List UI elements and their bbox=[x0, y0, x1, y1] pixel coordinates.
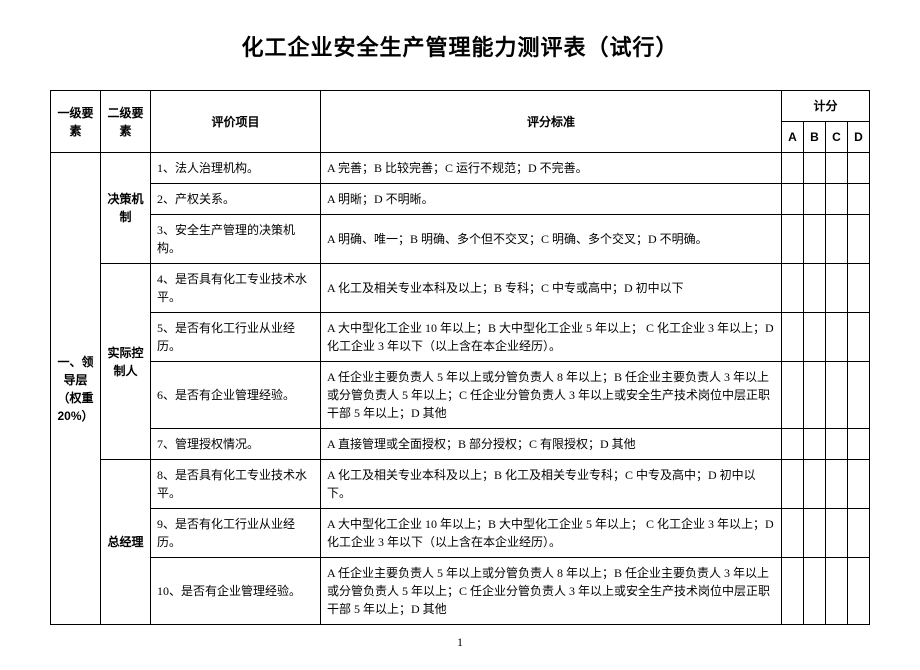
standard-cell: A 完善；B 比较完善；C 运行不规范；D 不完善。 bbox=[321, 153, 782, 184]
item-cell: 5、是否有化工行业从业经历。 bbox=[151, 313, 321, 362]
table-row: 总经理8、是否具有化工专业技术水平。A 化工及相关专业本科及以上；B 化工及相关… bbox=[51, 460, 870, 509]
score-cell bbox=[803, 558, 825, 625]
level1-cell: 一、领导层（权重20%） bbox=[51, 153, 101, 625]
standard-cell: A 大中型化工企业 10 年以上；B 大中型化工企业 5 年以上； C 化工企业… bbox=[321, 509, 782, 558]
table-row: 9、是否有化工行业从业经历。A 大中型化工企业 10 年以上；B 大中型化工企业… bbox=[51, 509, 870, 558]
score-cell bbox=[847, 558, 869, 625]
score-cell bbox=[847, 460, 869, 509]
table-row: 7、管理授权情况。A 直接管理或全面授权；B 部分授权；C 有限授权；D 其他 bbox=[51, 429, 870, 460]
item-cell: 8、是否具有化工专业技术水平。 bbox=[151, 460, 321, 509]
table-row: 一、领导层（权重20%）决策机制1、法人治理机构。A 完善；B 比较完善；C 运… bbox=[51, 153, 870, 184]
score-cell bbox=[781, 558, 803, 625]
header-score-d: D bbox=[847, 122, 869, 153]
score-cell bbox=[781, 460, 803, 509]
item-cell: 4、是否具有化工专业技术水平。 bbox=[151, 264, 321, 313]
item-cell: 9、是否有化工行业从业经历。 bbox=[151, 509, 321, 558]
standard-cell: A 明晰；D 不明晰。 bbox=[321, 184, 782, 215]
item-cell: 3、安全生产管理的决策机构。 bbox=[151, 215, 321, 264]
standard-cell: A 直接管理或全面授权；B 部分授权；C 有限授权；D 其他 bbox=[321, 429, 782, 460]
table-row: 2、产权关系。A 明晰；D 不明晰。 bbox=[51, 184, 870, 215]
score-cell bbox=[781, 184, 803, 215]
standard-cell: A 化工及相关专业本科及以上；B 专科；C 中专或高中；D 初中以下 bbox=[321, 264, 782, 313]
standard-cell: A 大中型化工企业 10 年以上；B 大中型化工企业 5 年以上； C 化工企业… bbox=[321, 313, 782, 362]
score-cell bbox=[781, 264, 803, 313]
score-cell bbox=[781, 215, 803, 264]
page-number: 1 bbox=[50, 635, 870, 650]
level2-cell: 总经理 bbox=[101, 460, 151, 625]
score-cell bbox=[803, 429, 825, 460]
score-cell bbox=[825, 429, 847, 460]
table-row: 5、是否有化工行业从业经历。A 大中型化工企业 10 年以上；B 大中型化工企业… bbox=[51, 313, 870, 362]
score-cell bbox=[781, 313, 803, 362]
header-standard: 评分标准 bbox=[321, 91, 782, 153]
header-score: 计分 bbox=[781, 91, 869, 122]
document-title: 化工企业安全生产管理能力测评表（试行） bbox=[50, 30, 870, 62]
score-cell bbox=[847, 362, 869, 429]
score-cell bbox=[847, 509, 869, 558]
table-row: 实际控制人4、是否具有化工专业技术水平。A 化工及相关专业本科及以上；B 专科；… bbox=[51, 264, 870, 313]
table-row: 3、安全生产管理的决策机构。A 明确、唯一；B 明确、多个但不交叉；C 明确、多… bbox=[51, 215, 870, 264]
standard-cell: A 化工及相关专业本科及以上；B 化工及相关专业专科；C 中专及高中；D 初中以… bbox=[321, 460, 782, 509]
score-cell bbox=[803, 313, 825, 362]
score-cell bbox=[825, 313, 847, 362]
score-cell bbox=[781, 362, 803, 429]
score-cell bbox=[803, 264, 825, 313]
standard-cell: A 任企业主要负责人 5 年以上或分管负责人 8 年以上；B 任企业主要负责人 … bbox=[321, 558, 782, 625]
score-cell bbox=[847, 215, 869, 264]
item-cell: 7、管理授权情况。 bbox=[151, 429, 321, 460]
header-score-b: B bbox=[803, 122, 825, 153]
header-score-c: C bbox=[825, 122, 847, 153]
item-cell: 6、是否有企业管理经验。 bbox=[151, 362, 321, 429]
header-row-1: 一级要素 二级要素 评价项目 评分标准 计分 bbox=[51, 91, 870, 122]
score-cell bbox=[847, 153, 869, 184]
item-cell: 10、是否有企业管理经验。 bbox=[151, 558, 321, 625]
table-body: 一、领导层（权重20%）决策机制1、法人治理机构。A 完善；B 比较完善；C 运… bbox=[51, 153, 870, 625]
score-cell bbox=[803, 184, 825, 215]
score-cell bbox=[825, 558, 847, 625]
table-row: 10、是否有企业管理经验。A 任企业主要负责人 5 年以上或分管负责人 8 年以… bbox=[51, 558, 870, 625]
item-cell: 2、产权关系。 bbox=[151, 184, 321, 215]
score-cell bbox=[825, 460, 847, 509]
standard-cell: A 任企业主要负责人 5 年以上或分管负责人 8 年以上；B 任企业主要负责人 … bbox=[321, 362, 782, 429]
level2-cell: 决策机制 bbox=[101, 153, 151, 264]
score-cell bbox=[847, 184, 869, 215]
score-cell bbox=[847, 313, 869, 362]
score-cell bbox=[803, 509, 825, 558]
standard-cell: A 明确、唯一；B 明确、多个但不交叉；C 明确、多个交叉；D 不明确。 bbox=[321, 215, 782, 264]
score-cell bbox=[825, 153, 847, 184]
score-cell bbox=[847, 264, 869, 313]
score-cell bbox=[803, 215, 825, 264]
score-cell bbox=[847, 429, 869, 460]
header-level2: 二级要素 bbox=[101, 91, 151, 153]
header-score-a: A bbox=[781, 122, 803, 153]
evaluation-table: 一级要素 二级要素 评价项目 评分标准 计分 A B C D 一、领导层（权重2… bbox=[50, 90, 870, 625]
table-row: 6、是否有企业管理经验。A 任企业主要负责人 5 年以上或分管负责人 8 年以上… bbox=[51, 362, 870, 429]
score-cell bbox=[781, 429, 803, 460]
level2-cell: 实际控制人 bbox=[101, 264, 151, 460]
score-cell bbox=[781, 153, 803, 184]
score-cell bbox=[803, 460, 825, 509]
score-cell bbox=[781, 509, 803, 558]
item-cell: 1、法人治理机构。 bbox=[151, 153, 321, 184]
header-item: 评价项目 bbox=[151, 91, 321, 153]
score-cell bbox=[803, 362, 825, 429]
score-cell bbox=[825, 264, 847, 313]
header-level1: 一级要素 bbox=[51, 91, 101, 153]
score-cell bbox=[803, 153, 825, 184]
score-cell bbox=[825, 184, 847, 215]
score-cell bbox=[825, 362, 847, 429]
score-cell bbox=[825, 509, 847, 558]
score-cell bbox=[825, 215, 847, 264]
